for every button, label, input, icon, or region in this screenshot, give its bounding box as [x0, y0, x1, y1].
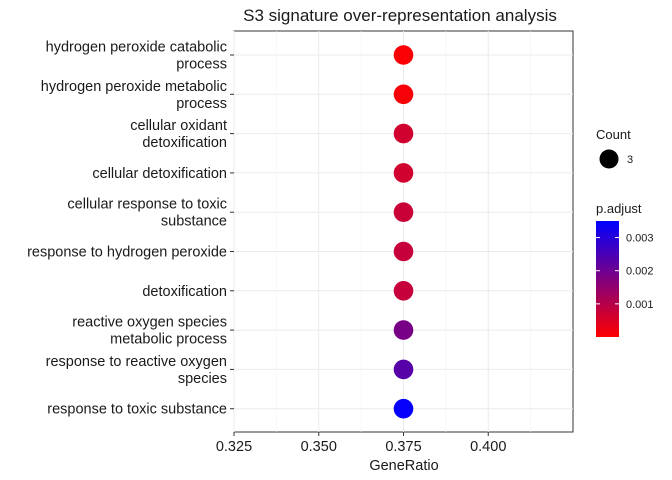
- colorbar-tick-label: 0.001: [626, 299, 654, 311]
- y-tick-label: hydrogen peroxide metabolic process: [41, 79, 227, 112]
- y-tick-label: hydrogen peroxide catabolic process: [46, 40, 227, 73]
- data-point: [393, 163, 414, 183]
- chart-title: S3 signature over-representation analysi…: [243, 6, 557, 25]
- data-point: [393, 202, 414, 222]
- x-tick-label: 0.400: [470, 439, 506, 455]
- x-tick-label: 0.375: [385, 439, 421, 455]
- y-tick-label: response to toxic substance: [47, 402, 227, 418]
- colorbar-tick-label: 0.003: [626, 233, 654, 245]
- data-point: [393, 320, 414, 340]
- y-tick-label: cellular detoxification: [92, 166, 227, 182]
- data-point: [393, 45, 414, 65]
- x-axis-title: GeneRatio: [369, 458, 438, 474]
- legend-colorbar-ticks: 0.003 0.002 0.001: [596, 233, 654, 311]
- y-tick-label: response to hydrogen peroxide: [27, 245, 227, 261]
- y-tick-label: response to reactive oxygen species: [46, 354, 227, 387]
- data-point: [393, 241, 414, 262]
- data-point: [393, 398, 414, 419]
- data-point: [393, 359, 414, 380]
- x-axis: 0.325 0.350 0.375 0.400: [216, 432, 506, 455]
- legend-count-label: 3: [627, 154, 633, 166]
- y-axis-labels: hydrogen peroxide catabolic process hydrog…: [27, 40, 234, 418]
- legend: Count 3 p.adjust 0.003 0.002 0.001: [596, 127, 654, 337]
- y-tick-label: cellular response to toxic substance: [67, 197, 227, 230]
- y-tick-label: reactive oxygen species metabolic process: [72, 315, 227, 348]
- legend-count-dot: [599, 149, 619, 169]
- legend-count-title: Count: [596, 127, 631, 142]
- y-tick-label: detoxification: [142, 284, 227, 300]
- legend-colorbar: [596, 221, 619, 337]
- data-points: [393, 45, 414, 419]
- data-point: [393, 281, 414, 301]
- legend-padjust-title: p.adjust: [596, 201, 642, 216]
- data-point: [393, 123, 414, 144]
- x-tick-label: 0.325: [216, 439, 252, 455]
- data-point: [393, 84, 414, 105]
- y-tick-label: cellular oxidant detoxification: [130, 118, 227, 151]
- x-tick-label: 0.350: [301, 439, 337, 455]
- colorbar-tick-label: 0.002: [626, 266, 654, 278]
